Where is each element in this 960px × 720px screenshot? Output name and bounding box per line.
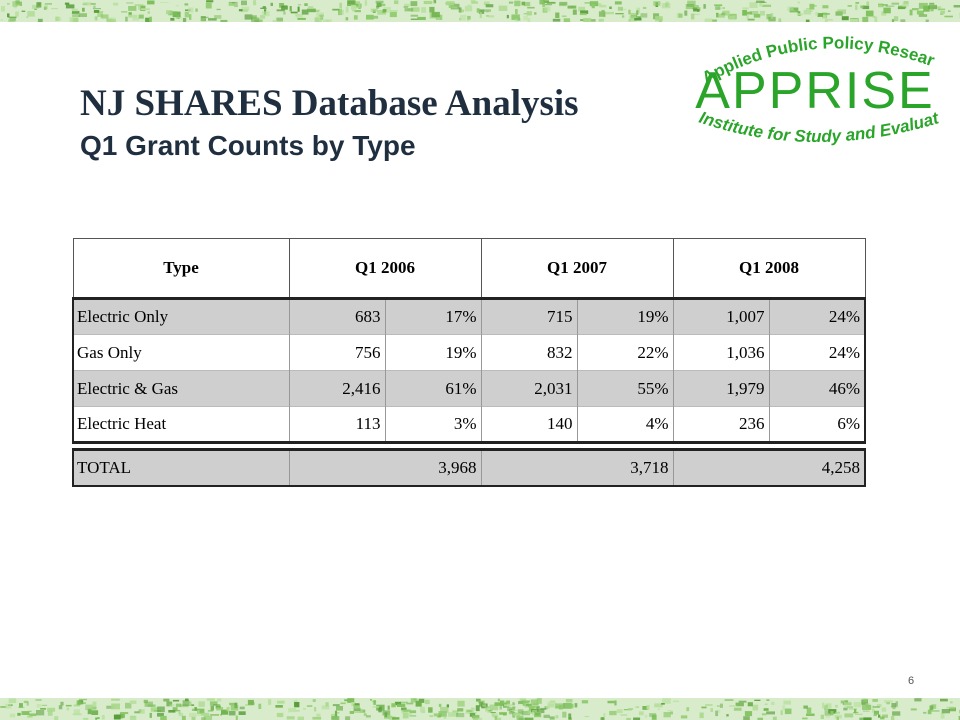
cell-percent: 3% xyxy=(384,406,481,444)
cell-count: 1,007 xyxy=(672,297,769,335)
total-label: TOTAL xyxy=(72,448,289,487)
table-row: Electric Heat 113 3% 140 4% 236 6% xyxy=(72,406,866,444)
cell-count: 2,416 xyxy=(288,370,385,407)
table-row: Electric Only 683 17% 715 19% 1,007 24% xyxy=(72,297,866,335)
table-header-row: Type Q1 2006 Q1 2007 Q1 2008 xyxy=(72,238,866,299)
total-q1-2008: 4,258 xyxy=(672,448,866,487)
header-type: Type xyxy=(72,238,290,299)
cell-count: 832 xyxy=(480,334,577,371)
logo-brand-text: APPRISE xyxy=(695,62,934,120)
cell-percent: 61% xyxy=(384,370,481,407)
cell-percent: 6% xyxy=(768,406,866,444)
header-q1-2008: Q1 2008 xyxy=(672,238,866,299)
cell-percent: 19% xyxy=(576,297,673,335)
header-q1-2007: Q1 2007 xyxy=(480,238,674,299)
cell-percent: 24% xyxy=(768,334,866,371)
cell-count: 756 xyxy=(288,334,385,371)
cell-count: 1,979 xyxy=(672,370,769,407)
cell-count: 715 xyxy=(480,297,577,335)
total-q1-2007: 3,718 xyxy=(480,448,673,487)
page-number: 6 xyxy=(908,675,915,687)
total-q1-2006: 3,968 xyxy=(288,448,481,487)
cell-percent: 4% xyxy=(576,406,673,444)
grant-counts-table: Type Q1 2006 Q1 2007 Q1 2008 Electric On… xyxy=(72,238,866,487)
header-q1-2006: Q1 2006 xyxy=(288,238,482,299)
table-spacer xyxy=(73,442,865,450)
cell-count: 1,036 xyxy=(672,334,769,371)
total-row: TOTAL 3,968 3,718 4,258 xyxy=(72,448,866,487)
cell-percent: 55% xyxy=(576,370,673,407)
row-type: Electric & Gas xyxy=(72,370,289,407)
row-type: Electric Only xyxy=(72,297,289,335)
cell-percent: 46% xyxy=(768,370,866,407)
apprise-logo: Applied Public Policy Research APPRISE I… xyxy=(679,7,946,172)
cell-percent: 19% xyxy=(384,334,481,371)
cell-count: 683 xyxy=(288,297,385,335)
bottom-decorative-band xyxy=(0,698,960,720)
cell-count: 236 xyxy=(672,406,769,444)
cell-percent: 24% xyxy=(768,297,866,335)
cell-count: 2,031 xyxy=(480,370,577,407)
row-type: Gas Only xyxy=(72,334,289,371)
top-decorative-band xyxy=(0,0,960,22)
slide-title-block: NJ SHARES Database Analysis Q1 Grant Cou… xyxy=(80,82,680,164)
table-row: Gas Only 756 19% 832 22% 1,036 24% xyxy=(72,334,866,371)
cell-count: 113 xyxy=(288,406,385,444)
cell-percent: 17% xyxy=(384,297,481,335)
slide-title: NJ SHARES Database Analysis xyxy=(80,83,579,124)
row-type: Electric Heat xyxy=(72,406,289,444)
slide-subtitle: Q1 Grant Counts by Type xyxy=(80,130,416,161)
cell-count: 140 xyxy=(480,406,577,444)
cell-percent: 22% xyxy=(576,334,673,371)
table-row: Electric & Gas 2,416 61% 2,031 55% 1,979… xyxy=(72,370,866,407)
